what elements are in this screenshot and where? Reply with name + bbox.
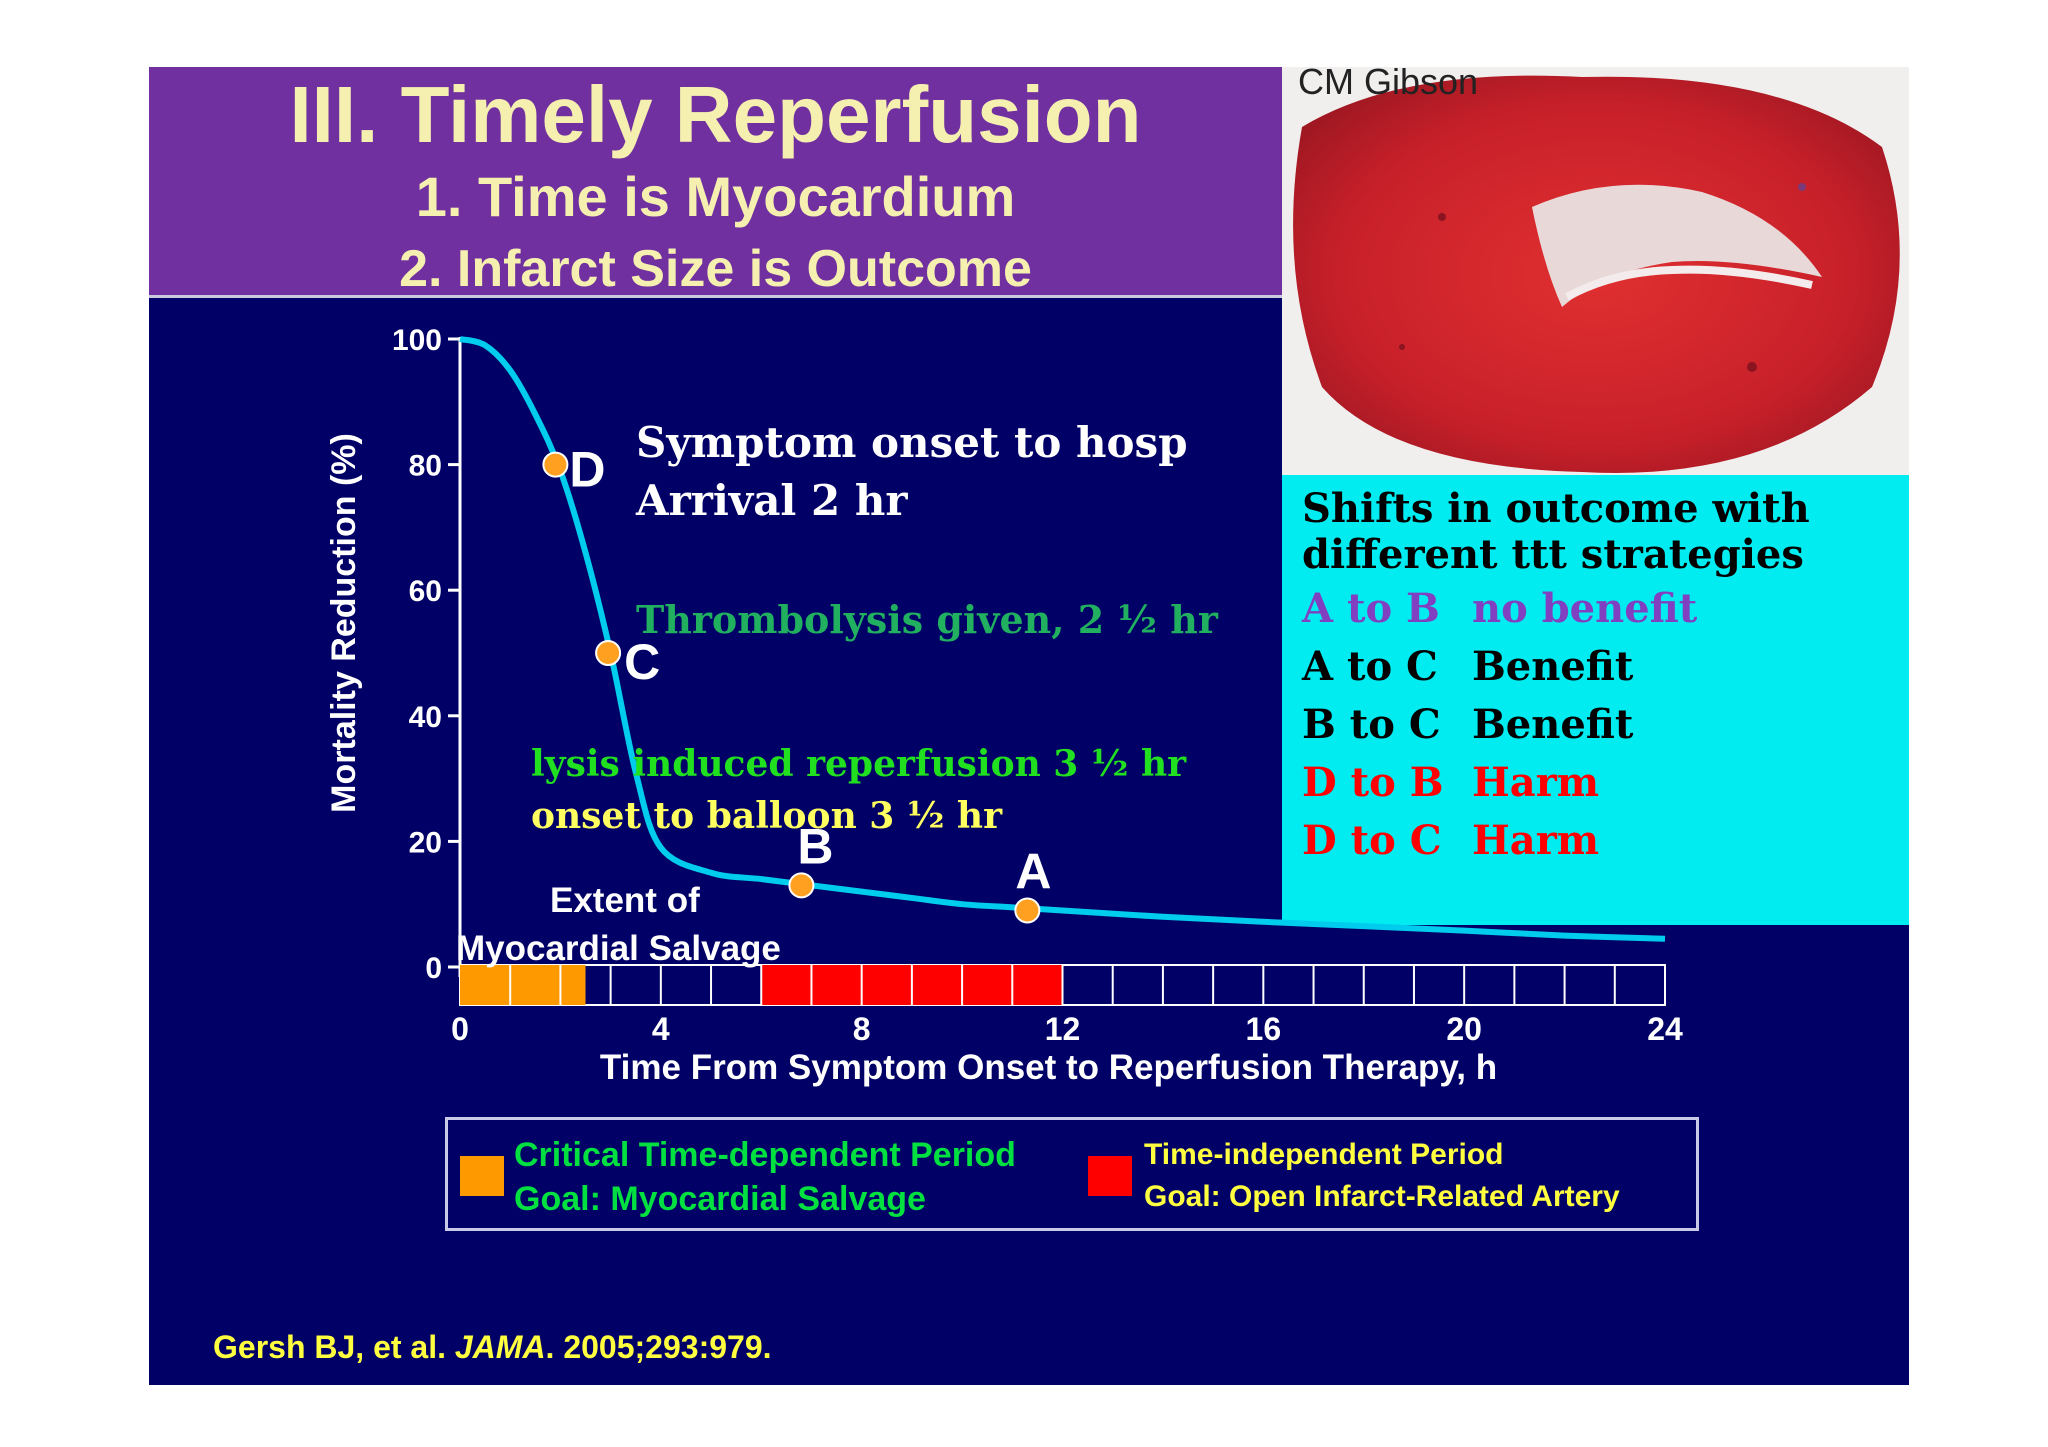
- x-tick-label: 16: [1246, 1011, 1282, 1047]
- annotation-symptom-onset-1: Symptom onset to hosp: [636, 418, 1188, 467]
- outcome-row: A to B no benefit: [1302, 585, 1697, 633]
- outcome-heading-2: different ttt strategies: [1302, 531, 1804, 578]
- slide: III. Timely Reperfusion 1. Time is Myoca…: [149, 67, 1909, 1385]
- slide-subtitle-2: 2. Infarct Size is Outcome: [399, 240, 1032, 298]
- point-label-a: A: [1015, 843, 1051, 899]
- annotation-salvage-1: Extent of: [550, 881, 700, 920]
- y-tick-label: 80: [409, 450, 442, 483]
- annotation-salvage-2: Myocardial Salvage: [456, 929, 781, 968]
- outcome-result: Harm: [1472, 759, 1600, 806]
- annotation-symptom-onset-2: Arrival 2 hr: [635, 476, 908, 525]
- outcome-pair: A to C: [1302, 643, 1438, 690]
- outcome-pair: D to C: [1302, 817, 1442, 864]
- x-tick-label: 0: [451, 1011, 469, 1047]
- x-axis-label: Time From Symptom Onset to Reperfusion T…: [600, 1048, 1497, 1087]
- point-b: [788, 872, 815, 899]
- legend-critical-goal: Goal: Myocardial Salvage: [514, 1180, 926, 1218]
- x-tick-label: 20: [1446, 1011, 1482, 1047]
- citation-journal: JAMA: [454, 1329, 546, 1365]
- title-banner: III. Timely Reperfusion 1. Time is Myoca…: [149, 67, 1282, 298]
- annotation-lysis-1: lysis induced reperfusion 3 ½ hr: [531, 743, 1187, 785]
- y-axis-label: Mortality Reduction (%): [325, 433, 363, 813]
- outcome-heading-1: Shifts in outcome with: [1302, 485, 1810, 532]
- x-tick-label: 12: [1045, 1011, 1081, 1047]
- legend: Critical Time-dependent Period Goal: Myo…: [445, 1117, 1699, 1231]
- legend-independent-label: Time-independent Period: [1144, 1138, 1504, 1171]
- outcome-pair: D to B: [1302, 759, 1444, 806]
- point-d: [542, 451, 569, 478]
- citation-details: . 2005;293:979.: [545, 1329, 772, 1365]
- photo-credit: CM Gibson: [1298, 67, 1479, 102]
- slide-title: III. Timely Reperfusion: [289, 70, 1142, 159]
- outcome-result: Benefit: [1472, 643, 1634, 690]
- point-label-c: C: [624, 634, 660, 690]
- outcome-row: B to C Benefit: [1302, 701, 1633, 749]
- legend-independent-goal: Goal: Open Infarct-Related Artery: [1144, 1180, 1620, 1213]
- outcome-result: no benefit: [1472, 585, 1698, 632]
- outcome-pair: B to C: [1302, 701, 1441, 748]
- outcome-row: A to C Benefit: [1302, 643, 1633, 691]
- citation-authors: Gersh BJ, et al.: [213, 1329, 455, 1365]
- heart-section-photo: CM Gibson: [1282, 67, 1909, 475]
- critical-period-bar: [460, 965, 586, 1005]
- point-c: [595, 640, 622, 666]
- annotation-lysis-2: onset to balloon 3 ½ hr: [531, 795, 1003, 837]
- independent-period-swatch: [1088, 1156, 1132, 1196]
- slide-subtitle-1: 1. Time is Myocardium: [415, 165, 1016, 228]
- y-tick-label: 100: [392, 324, 442, 357]
- critical-period-swatch: [460, 1156, 504, 1196]
- outcome-result: Benefit: [1472, 701, 1634, 748]
- outcome-shifts-box: Shifts in outcome with different ttt str…: [1282, 475, 1909, 925]
- point-label-b: B: [797, 818, 833, 874]
- outcome-pair: A to B: [1302, 585, 1440, 632]
- citation: Gersh BJ, et al. JAMA. 2005;293:979.: [213, 1329, 772, 1366]
- legend-critical-label: Critical Time-dependent Period: [514, 1136, 1016, 1174]
- y-tick-label: 60: [409, 575, 442, 608]
- y-tick-label: 20: [409, 826, 442, 859]
- point-a: [1014, 897, 1041, 924]
- mortality-chart: 0 20 40 60 80 100 Mortality Reduction (%) 0 4 8 12…: [325, 324, 1683, 1087]
- outcome-row: D to C Harm: [1302, 817, 1599, 865]
- outcome-row: D to B Harm: [1302, 759, 1599, 807]
- outcome-result: Harm: [1472, 817, 1600, 864]
- myocardium-image: [1293, 75, 1900, 473]
- y-tick-label: 40: [409, 701, 442, 734]
- point-label-d: D: [569, 442, 605, 498]
- annotation-thrombolysis: Thrombolysis given, 2 ½ hr: [636, 597, 1219, 642]
- x-tick-label: 4: [652, 1011, 670, 1047]
- x-tick-label: 8: [853, 1011, 871, 1047]
- y-tick-label: 0: [425, 952, 442, 985]
- x-tick-label: 24: [1647, 1011, 1683, 1047]
